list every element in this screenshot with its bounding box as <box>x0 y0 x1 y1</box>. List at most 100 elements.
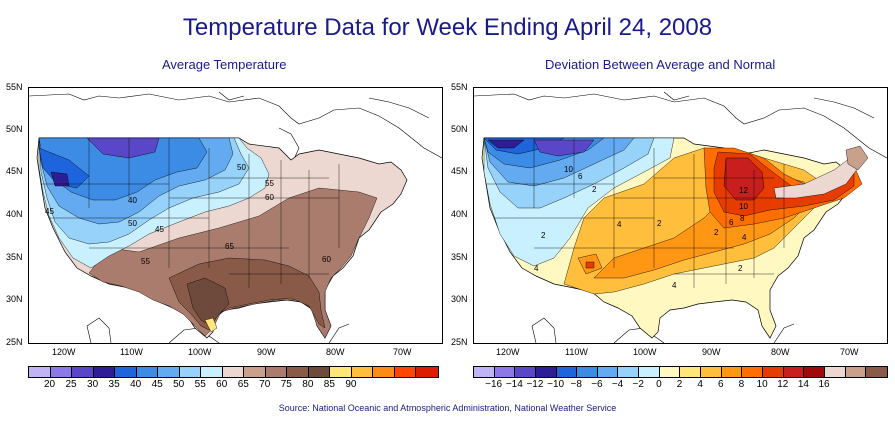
legend-swatch <box>136 367 159 377</box>
lon-label: 70W <box>393 347 412 357</box>
legend-label: −8 <box>570 379 582 390</box>
legend-label: 10 <box>756 379 768 390</box>
legend-swatch <box>244 367 266 377</box>
contour-label: 45 <box>45 207 54 216</box>
legend-label: −6 <box>591 379 603 390</box>
contour-label: 40 <box>128 196 137 205</box>
lat-label: 45N <box>6 166 23 176</box>
average-temperature-map: 50 55 60 40 45 50 45 65 55 60 <box>28 87 443 344</box>
contour-label: 2 <box>657 219 662 228</box>
legend-swatch <box>556 367 578 377</box>
legend-swatch <box>680 367 702 377</box>
legend-label: −16 <box>485 379 503 390</box>
contour-label: 55 <box>265 179 274 188</box>
legend-label: −4 <box>611 379 624 390</box>
legend-label: 85 <box>323 379 335 390</box>
contour-label: 10 <box>564 165 573 174</box>
legend-swatch <box>701 367 722 377</box>
lon-label: 110W <box>120 347 143 357</box>
contour-label: 4 <box>617 220 622 229</box>
legend-swatch <box>201 367 223 377</box>
legend-label: 55 <box>194 379 206 390</box>
legend-swatch <box>373 367 395 377</box>
warm-region-80 <box>186 277 230 327</box>
contour-label: 50 <box>128 219 137 228</box>
legend-label: 30 <box>87 379 99 390</box>
contour-label: 8 <box>740 214 745 223</box>
lat-label: 55N <box>6 82 23 92</box>
legend-swatch <box>866 367 887 377</box>
lat-label: 50N <box>451 124 468 134</box>
page-title: Temperature Data for Week Ending April 2… <box>182 14 713 41</box>
lon-label: 70W <box>840 347 859 357</box>
contour-label: 12 <box>739 186 748 195</box>
legend-swatch <box>308 367 331 377</box>
legend-label: 14 <box>797 379 809 390</box>
legend-swatch <box>351 367 374 377</box>
contour-label: 2 <box>541 231 546 240</box>
legend-swatch <box>783 367 805 377</box>
lon-label: 90W <box>257 347 276 357</box>
legend-swatch <box>265 367 288 377</box>
legend-label: 6 <box>718 379 724 390</box>
legend-swatch <box>535 367 557 377</box>
legend-swatch <box>179 367 202 377</box>
legend-swatch <box>494 367 516 377</box>
legend-label: −2 <box>632 379 644 390</box>
lon-label: 120W <box>496 347 520 357</box>
lat-label: 55N <box>451 82 468 92</box>
negative-anomaly-12-east <box>533 139 595 157</box>
lat-label: 45N <box>451 166 468 176</box>
legend-label: −12 <box>526 379 544 390</box>
legend-swatch <box>222 367 245 377</box>
contour-label: 60 <box>265 193 274 202</box>
legend-label: −14 <box>505 379 523 390</box>
lon-label: 120W <box>52 347 76 357</box>
legend-swatch <box>416 367 438 377</box>
legend-swatch <box>330 367 352 377</box>
contour-label: 2 <box>714 228 719 237</box>
lon-label: 90W <box>702 347 721 357</box>
positive-anomaly-14 <box>773 157 859 199</box>
lat-label: 25N <box>451 337 468 347</box>
legend-label: 60 <box>216 379 228 390</box>
legend-swatch <box>597 367 619 377</box>
lon-label: 100W <box>188 347 212 357</box>
contour-label: 2 <box>592 185 597 194</box>
negative-anomaly-12 <box>487 139 525 149</box>
legend-swatch <box>515 367 536 377</box>
legend-swatch <box>845 367 867 377</box>
legend-label: 4 <box>697 379 703 390</box>
legend-swatch <box>29 367 51 377</box>
hot-spot-85 <box>204 317 218 333</box>
cold-pocket-30 <box>86 137 160 159</box>
contour-label: 60 <box>322 255 331 264</box>
contour-label: 65 <box>225 242 234 251</box>
legend-label: 90 <box>345 379 357 390</box>
lat-label: 50N <box>6 124 23 134</box>
contour-label: 4 <box>672 281 677 290</box>
cold-pocket-25 <box>50 171 70 187</box>
legend-swatch <box>742 367 763 377</box>
legend-label: 16 <box>818 379 830 390</box>
legend-swatch <box>804 367 825 377</box>
legend-swatch <box>618 367 640 377</box>
left-map-subtitle: Average Temperature <box>162 57 287 72</box>
legend-swatch <box>50 367 73 377</box>
legend-label: 0 <box>656 379 662 390</box>
contour-label: 6 <box>729 218 734 227</box>
lon-label: 80W <box>326 347 345 357</box>
legend-swatch <box>93 367 116 377</box>
legend-swatch <box>762 367 784 377</box>
contour-label: 2 <box>738 264 743 273</box>
legend-label: 75 <box>280 379 292 390</box>
temperature-color-legend <box>28 366 439 378</box>
right-map-subtitle: Deviation Between Average and Normal <box>545 57 776 72</box>
legend-label: 12 <box>777 379 789 390</box>
legend-swatch <box>659 367 681 377</box>
legend-swatch <box>394 367 417 377</box>
legend-swatch <box>474 367 495 377</box>
lon-label: 100W <box>633 347 657 357</box>
legend-swatch <box>577 367 598 377</box>
contour-label: 4 <box>534 264 539 273</box>
